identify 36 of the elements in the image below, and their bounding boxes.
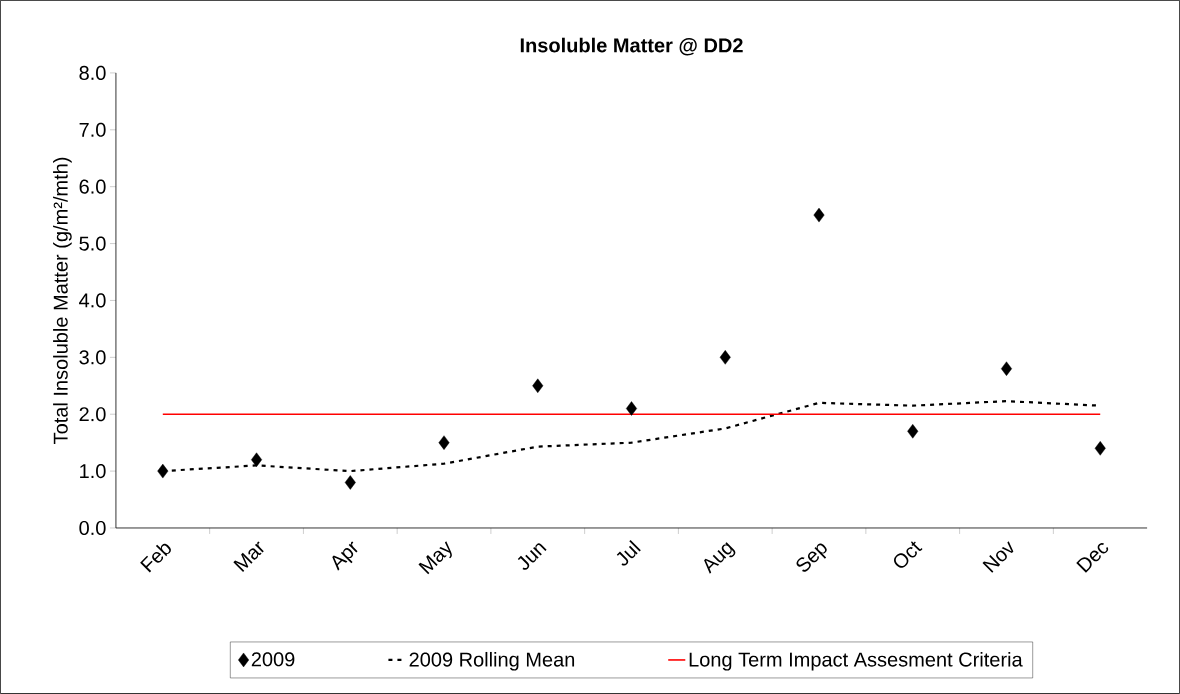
y-tick-label: 6.0 bbox=[79, 179, 106, 194]
y-tick-label: 5.0 bbox=[79, 236, 106, 251]
x-tick-label: Sep bbox=[796, 543, 827, 572]
point bbox=[1001, 361, 1012, 376]
x-tick-label: Aug bbox=[704, 542, 736, 574]
legend-label: Long Term Impact Assesment Criteria bbox=[689, 652, 1023, 671]
x-tick-label: Jul bbox=[616, 539, 641, 566]
x-tick-label: Mar bbox=[233, 541, 264, 572]
point bbox=[719, 350, 731, 365]
x-tick-label: Feb bbox=[140, 543, 171, 573]
y-axis-title: Total Insoluble Matter (g/m²/mth) bbox=[53, 157, 72, 444]
point bbox=[344, 475, 356, 490]
point bbox=[438, 435, 450, 450]
legend-label: 2009 Rolling Mean bbox=[409, 652, 575, 671]
x-tick-label: Apr bbox=[332, 541, 358, 571]
y-tick-label: 3.0 bbox=[79, 350, 106, 365]
legend-label: 2009 bbox=[251, 652, 295, 667]
y-tick-label: 4.0 bbox=[79, 293, 106, 308]
point bbox=[1094, 441, 1106, 456]
y-tick-label: 1.0 bbox=[80, 464, 106, 479]
x-tick-label: Nov bbox=[982, 541, 1014, 573]
point bbox=[813, 207, 825, 223]
y-tick-label: 8.0 bbox=[79, 65, 106, 81]
y-tick-label: 0.0 bbox=[79, 520, 106, 536]
point bbox=[251, 452, 262, 467]
point bbox=[532, 378, 544, 394]
point bbox=[157, 463, 169, 479]
y-tick-label: 7.0 bbox=[79, 122, 106, 137]
y-tick-label: 2.0 bbox=[79, 407, 106, 422]
x-tick-label: Dec bbox=[1076, 543, 1109, 573]
x-tick-label: May bbox=[418, 541, 452, 575]
x-tick-label: Jun bbox=[517, 543, 547, 570]
chart-title: Insoluble Matter @ DD2 bbox=[520, 37, 743, 56]
point bbox=[626, 401, 637, 416]
point bbox=[907, 424, 919, 439]
x-tick-label: Oct bbox=[894, 541, 923, 568]
